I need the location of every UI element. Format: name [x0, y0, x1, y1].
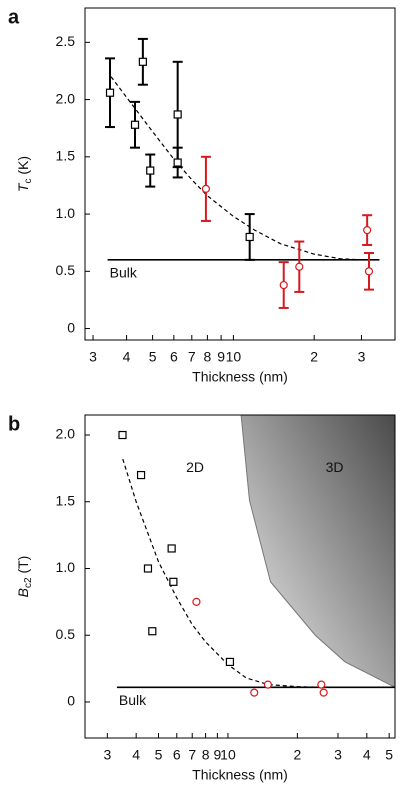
x-tick-label: 3: [103, 747, 111, 763]
plot-frame: [84, 7, 396, 341]
x-tick-label: 3: [89, 349, 97, 365]
point: [245, 232, 254, 242]
y-label-part: c2: [23, 577, 34, 588]
y-tick-label: 0: [67, 319, 75, 335]
panel-label: b: [8, 413, 20, 435]
x-tick-label: 9: [213, 747, 221, 763]
x-tick-label: 6: [173, 747, 181, 763]
point: [143, 564, 153, 573]
y-tick-label: 1.0: [56, 205, 76, 221]
bulk-label: Bulk: [119, 692, 147, 708]
x-tick-label: 9: [217, 349, 225, 365]
panel-label: a: [8, 6, 20, 28]
plot-area: [116, 415, 395, 689]
y-label-part: B: [15, 588, 31, 597]
x-tick-label: 3: [358, 349, 366, 365]
x-tick-label: 5: [149, 349, 157, 365]
y-tick-label: 0: [67, 693, 75, 709]
x-tick-label: 4: [123, 349, 131, 365]
point: [364, 267, 374, 276]
y-label-part: (K): [15, 156, 31, 179]
y-label-part: T: [15, 182, 31, 192]
point: [167, 544, 176, 553]
point: [192, 597, 201, 606]
x-axis-label: Thickness (nm): [192, 767, 288, 783]
x-axis-label: Thickness (nm): [192, 369, 288, 385]
x-tick-label: 2: [293, 747, 301, 763]
point: [118, 430, 127, 440]
x-tick-label: 8: [202, 747, 210, 763]
plot-frame: [84, 414, 396, 739]
y-tick-label: 1.5: [56, 148, 76, 164]
y-label-part: c: [23, 179, 34, 184]
point: [173, 158, 182, 167]
point: [105, 88, 115, 97]
x-tick-label: 10: [226, 349, 242, 365]
x-tick-label: 7: [188, 349, 196, 365]
fit-curve: [110, 76, 362, 261]
point: [136, 470, 146, 480]
point: [148, 627, 157, 636]
plot-area: [107, 76, 380, 261]
y-tick-label: 0.5: [56, 262, 76, 278]
fit-curve: [122, 458, 320, 688]
point: [225, 657, 235, 667]
x-tick-label: 5: [385, 747, 393, 763]
x-tick-label: 5: [155, 747, 163, 763]
region-3d: [240, 415, 395, 688]
y-tick-label: 0.5: [56, 626, 76, 642]
y-tick-label: 2.5: [56, 33, 76, 49]
y-label-part: (T): [15, 556, 31, 578]
x-tick-label: 7: [188, 747, 196, 763]
point: [317, 680, 326, 689]
bulk-label: Bulk: [110, 265, 138, 281]
y-tick-label: 2.0: [56, 426, 76, 442]
annotation: 2D: [186, 459, 204, 475]
x-tick-label: 10: [220, 747, 236, 763]
x-tick-label: 2: [310, 349, 318, 365]
x-tick-label: 6: [170, 349, 178, 365]
point: [319, 688, 328, 697]
annotation: 3D: [326, 459, 344, 475]
y-tick-label: 2.0: [56, 90, 76, 106]
point: [146, 166, 155, 175]
point: [250, 688, 259, 697]
y-axis-label: Tc (K): [15, 156, 34, 192]
point: [363, 225, 372, 235]
y-tick-label: 1.0: [56, 559, 76, 575]
y-tick-label: 1.5: [56, 492, 76, 508]
point: [295, 262, 304, 271]
x-tick-label: 8: [203, 349, 211, 365]
point: [130, 120, 140, 129]
point: [201, 184, 211, 193]
point: [138, 57, 147, 66]
point: [263, 680, 272, 689]
y-axis-label: Bc2 (T): [15, 556, 34, 598]
x-tick-label: 3: [334, 747, 342, 763]
point: [279, 280, 288, 290]
x-tick-label: 4: [132, 747, 140, 763]
point: [173, 110, 182, 119]
x-tick-label: 4: [363, 747, 371, 763]
point: [169, 577, 178, 586]
